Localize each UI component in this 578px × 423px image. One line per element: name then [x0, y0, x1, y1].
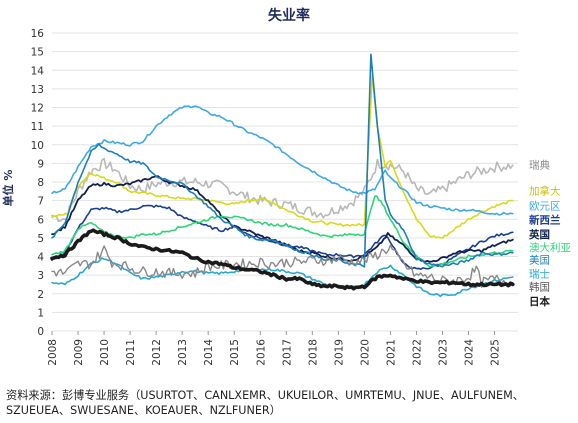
- y-tick-label: 14: [31, 65, 45, 77]
- y-tick-label: 9: [37, 158, 44, 170]
- y-axis-label: 单位 %: [1, 170, 15, 207]
- series-line: [51, 257, 514, 298]
- x-tick-label: 2012: [151, 339, 163, 366]
- grid: [52, 32, 518, 332]
- series-label: 新西兰: [529, 213, 561, 226]
- y-tick-label: 5: [37, 233, 44, 245]
- source-note: 资料来源：彭博专业服务（USURTOT、CANLXEMR、UKUEILOR、UM…: [6, 389, 524, 417]
- y-tick-label: 7: [37, 196, 44, 208]
- x-tick-label: 2023: [438, 339, 450, 366]
- y-tick-label: 1: [37, 307, 44, 319]
- series-label: 澳大利亚: [529, 241, 571, 254]
- x-tick-label: 2022: [411, 339, 423, 366]
- x-tick-label: 2010: [99, 339, 111, 366]
- series-label: 英国: [528, 228, 550, 241]
- y-tick-label: 11: [31, 121, 44, 133]
- y-tick-label: 12: [31, 103, 44, 115]
- x-tick-label: 2020: [359, 339, 371, 366]
- y-tick-label: 6: [37, 214, 44, 226]
- x-tick-label: 2011: [125, 339, 137, 366]
- series-label: 日本: [529, 295, 550, 308]
- series-label: 瑞士: [529, 267, 550, 280]
- x-tick-label: 2025: [490, 339, 502, 366]
- series-label: 欧元区: [529, 200, 561, 212]
- x-tick-label: 2009: [73, 339, 85, 366]
- y-tick-label: 0: [37, 326, 44, 338]
- x-ticks: 2008 2009 2010 2011 2012 2013 2014 2015 2016 2017…: [47, 331, 502, 366]
- x-tick-label: 2014: [203, 339, 215, 366]
- series-label: 加拿大: [529, 184, 561, 197]
- series-line: [50, 228, 515, 291]
- y-tick-label: 8: [37, 177, 44, 189]
- series-line: [51, 105, 514, 216]
- x-tick-label: 2017: [281, 339, 293, 366]
- y-tick-label: 16: [31, 28, 45, 40]
- series-label: 瑞典: [529, 158, 550, 171]
- x-tick-label: 2024: [464, 339, 476, 366]
- x-tick-label: 2013: [177, 339, 189, 366]
- y-tick-label: 13: [31, 84, 44, 96]
- y-tick-label: 15: [31, 47, 44, 59]
- y-tick-label: 4: [37, 252, 44, 264]
- series-lines: [50, 53, 515, 298]
- chart-title: 失业率: [268, 7, 310, 24]
- x-tick-label: 2016: [255, 339, 267, 366]
- y-tick-label: 10: [31, 140, 44, 152]
- series-line: [51, 74, 514, 239]
- x-tick-label: 2008: [47, 339, 59, 366]
- x-tick-label: 2018: [307, 339, 319, 366]
- series-line: [51, 53, 514, 268]
- x-tick-label: 2019: [333, 339, 345, 366]
- y-tick-label: 2: [37, 289, 44, 301]
- series-line: [51, 175, 514, 263]
- series-label: 美国: [529, 253, 550, 266]
- x-tick-label: 2015: [229, 339, 241, 366]
- y-tick-label: 3: [37, 270, 44, 282]
- series-label: 韩国: [529, 280, 550, 293]
- x-tick-label: 2021: [385, 339, 397, 366]
